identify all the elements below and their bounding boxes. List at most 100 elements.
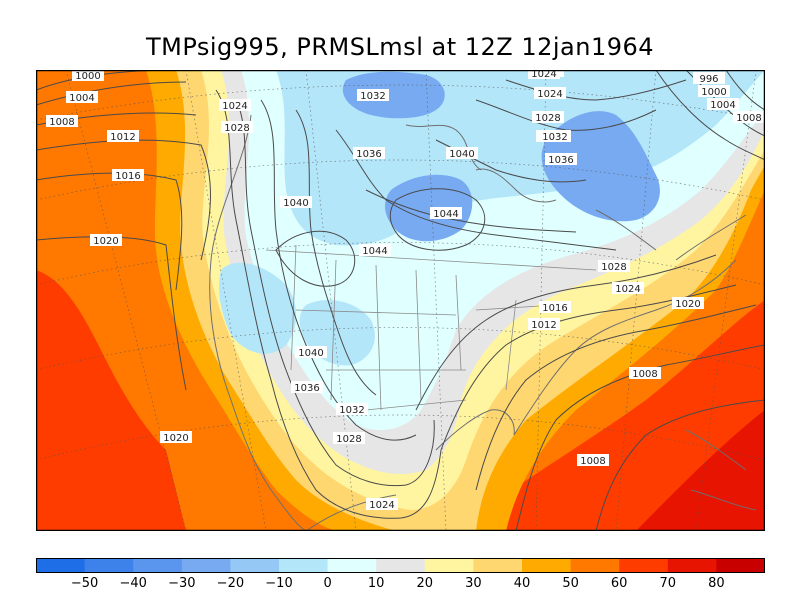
isobar-label: 1024 — [366, 498, 398, 511]
colorbar-tick-label: 80 — [708, 576, 725, 591]
isobar-label: 1008 — [733, 111, 765, 124]
isobar-label: 1016 — [539, 301, 571, 314]
colorbar-swatch — [181, 558, 231, 573]
colorbar-tick-label: 30 — [465, 576, 482, 591]
temp-band-minus20-minus10-mid — [384, 174, 473, 242]
isobar-label: 1012 — [107, 130, 139, 143]
colorbar-swatch — [619, 558, 669, 573]
isobar-label: 1040 — [295, 346, 327, 359]
isobar-label: 1032 — [336, 403, 368, 416]
svg-text:1028: 1028 — [535, 113, 560, 124]
coastlines — [209, 114, 757, 531]
temp-band-60-70-west — [36, 270, 186, 531]
svg-text:1008: 1008 — [580, 456, 605, 467]
isobar-label: 1008 — [629, 367, 661, 380]
svg-text:1004: 1004 — [69, 93, 94, 104]
svg-text:1032: 1032 — [360, 91, 385, 102]
isobar-label: 1024 — [534, 87, 566, 100]
map-panel: 1000 1004 1008 1012 1016 1020 1024 1028 … — [36, 70, 765, 531]
svg-text:1040: 1040 — [449, 149, 474, 160]
isobar-label: 1016 — [112, 169, 144, 182]
isobar-label: 1024 — [219, 99, 251, 112]
colorbar-swatch — [133, 558, 183, 573]
svg-text:1028: 1028 — [601, 262, 626, 273]
isobar-label: 1020 — [160, 431, 192, 444]
colorbar-swatch — [716, 558, 766, 573]
svg-text:1000: 1000 — [75, 71, 100, 82]
temperature-pressure-map: 1000 1004 1008 1012 1016 1020 1024 1028 … — [36, 70, 765, 531]
isobar-label: 1040 — [280, 196, 312, 209]
svg-text:1020: 1020 — [675, 299, 700, 310]
colorbar-swatch — [84, 558, 134, 573]
svg-text:1024: 1024 — [222, 101, 247, 112]
isobar-label: 1012 — [528, 318, 560, 331]
svg-text:1012: 1012 — [531, 320, 556, 331]
svg-text:1032: 1032 — [542, 132, 567, 143]
svg-text:1020: 1020 — [93, 236, 118, 247]
isobar-label: 1020 — [90, 234, 122, 247]
svg-text:1044: 1044 — [362, 246, 387, 257]
isobar-label: 1040 — [446, 147, 478, 160]
colorbar-tick-label: 40 — [513, 576, 531, 591]
isobar-label: 1036 — [291, 381, 323, 394]
colorbar-tick-label: 20 — [416, 576, 434, 591]
colorbar-swatch — [327, 558, 377, 573]
isobar-label: 1000 — [72, 70, 104, 82]
isobar-label: 1032 — [539, 130, 571, 143]
temp-band-minus10-0-west — [219, 262, 297, 354]
svg-text:1028: 1028 — [336, 434, 361, 445]
svg-text:996: 996 — [699, 74, 718, 85]
colorbar — [36, 558, 766, 573]
colorbar-swatch — [522, 558, 572, 573]
colorbar-swatch — [570, 558, 620, 573]
isobar-label: 1036 — [545, 153, 577, 166]
svg-text:1000: 1000 — [701, 87, 726, 98]
isobar-label: 1008 — [46, 115, 78, 128]
isobar-label: 1024 — [528, 70, 560, 80]
isobar-labels: 1000 1004 1008 1012 1016 1020 1024 1028 … — [46, 70, 765, 511]
svg-text:1036: 1036 — [548, 155, 573, 166]
colorbar-swatch — [376, 558, 426, 573]
colorbar-tick-label: −50 — [70, 576, 99, 591]
isobar-label: 996 — [693, 72, 725, 85]
temp-band-70-80-se — [636, 410, 765, 531]
colorbar-swatch — [667, 558, 717, 573]
svg-text:1020: 1020 — [163, 433, 188, 444]
isobar-label: 1028 — [532, 111, 564, 124]
colorbar-tick-label: 70 — [659, 576, 677, 591]
isobar-label: 1044 — [430, 207, 462, 220]
temp-band-minus20-minus10-ne — [541, 111, 660, 222]
colorbar-swatch — [230, 558, 280, 573]
graticule — [36, 70, 765, 531]
colorbar-tick-label: −10 — [265, 576, 293, 591]
colorbar-tick-label: 10 — [367, 576, 385, 591]
colorbar-frame — [36, 558, 765, 573]
colorbar-tick-label: 60 — [610, 576, 628, 591]
temp-band-60-70-se — [456, 300, 765, 531]
svg-text:1036: 1036 — [356, 149, 381, 160]
political-borders — [265, 244, 597, 411]
svg-text:1024: 1024 — [615, 284, 640, 295]
colorbar-swatches — [36, 558, 766, 573]
isobar-label: 1032 — [357, 89, 389, 102]
colorbar-swatch — [424, 558, 474, 573]
svg-text:1044: 1044 — [433, 209, 458, 220]
svg-text:1024: 1024 — [537, 89, 562, 100]
svg-text:1024: 1024 — [531, 70, 556, 80]
isobar-label: 1044 — [359, 244, 391, 257]
isobar-label: 1004 — [707, 98, 739, 111]
svg-text:1012: 1012 — [110, 132, 135, 143]
svg-text:1040: 1040 — [298, 348, 323, 359]
map-title: TMPsig995, PRMSLmsl at 12Z 12jan1964 — [145, 33, 655, 61]
svg-text:1028: 1028 — [224, 123, 249, 134]
isobar-label: 1024 — [612, 282, 644, 295]
temp-band-minus20-minus10-north — [342, 71, 445, 119]
svg-text:1016: 1016 — [542, 303, 567, 314]
svg-text:1032: 1032 — [339, 405, 364, 416]
colorbar-tick-label: −40 — [119, 576, 147, 591]
svg-text:1008: 1008 — [632, 369, 657, 380]
isobar-label: 1000 — [698, 85, 730, 98]
isobar-label: 1028 — [221, 121, 253, 134]
svg-text:1008: 1008 — [736, 113, 761, 124]
svg-text:1024: 1024 — [369, 500, 394, 511]
